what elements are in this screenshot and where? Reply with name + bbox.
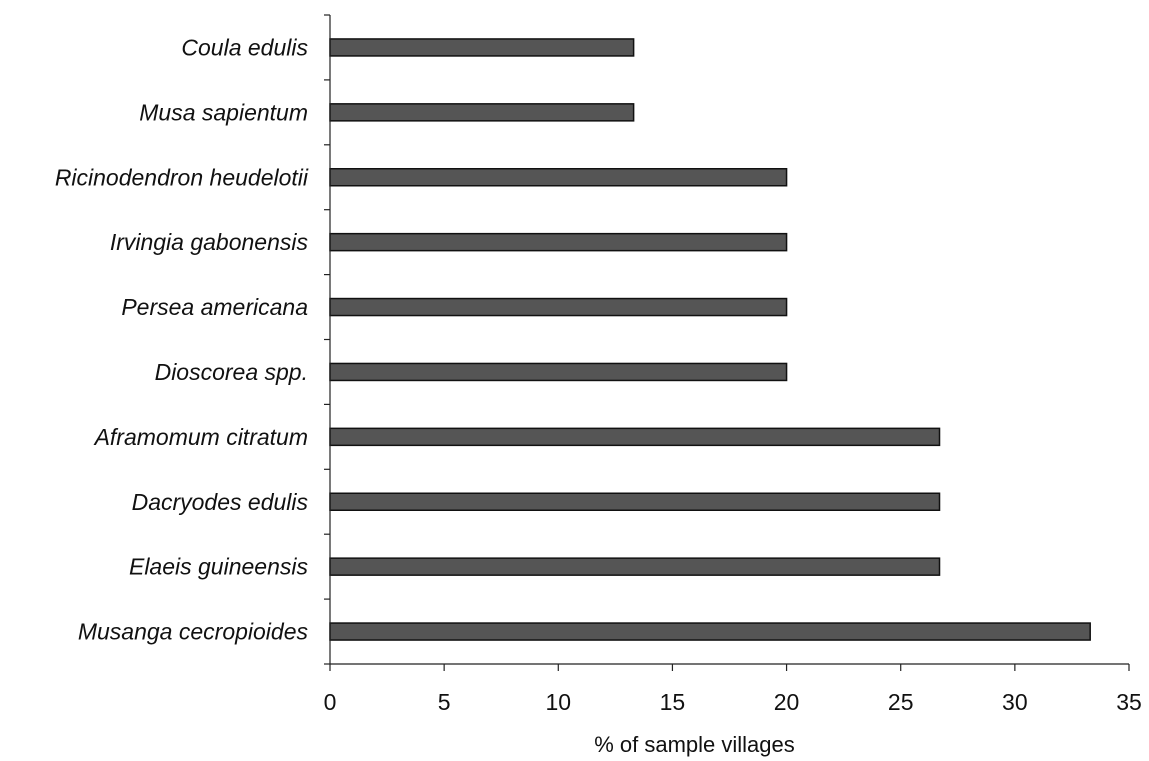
x-tick-label: 30 — [1002, 689, 1028, 715]
bar — [329, 297, 788, 317]
bar — [329, 622, 1091, 641]
category-label: Musa sapientum — [139, 99, 308, 125]
x-tick-label: 20 — [774, 689, 800, 715]
bar — [329, 38, 635, 57]
x-tick-labels: 0 5 10 15 20 25 30 35 — [324, 689, 1142, 715]
category-label: Aframomum citratum — [93, 424, 308, 450]
category-label: Irvingia gabonensis — [110, 229, 309, 255]
y-axis-ticks — [324, 14, 330, 665]
bar — [329, 103, 635, 122]
bars-group — [329, 38, 1091, 641]
bar — [329, 492, 941, 511]
bar — [329, 427, 941, 447]
bar — [329, 168, 788, 187]
category-labels: Coula edulis Musa sapientum Ricinodendron … — [55, 34, 309, 644]
x-tick-label: 5 — [438, 689, 451, 715]
bar — [329, 232, 788, 252]
x-tick-label: 0 — [324, 689, 337, 715]
x-axis-title: % of sample villages — [594, 732, 795, 757]
category-label: Dacryodes edulis — [132, 489, 309, 515]
x-tick-label: 15 — [660, 689, 686, 715]
x-axis-ticks — [329, 664, 1130, 671]
x-tick-label: 25 — [888, 689, 914, 715]
category-label: Elaeis guineensis — [129, 554, 309, 580]
category-label: Ricinodendron heudelotii — [55, 164, 309, 190]
bar — [329, 362, 788, 382]
bar — [329, 557, 941, 576]
x-tick-label: 35 — [1116, 689, 1142, 715]
category-label: Coula edulis — [181, 34, 308, 60]
category-label: Musanga cecropioides — [78, 619, 309, 645]
category-label: Persea americana — [121, 294, 308, 320]
x-tick-label: 10 — [545, 689, 571, 715]
category-label: Dioscorea spp. — [155, 359, 308, 385]
